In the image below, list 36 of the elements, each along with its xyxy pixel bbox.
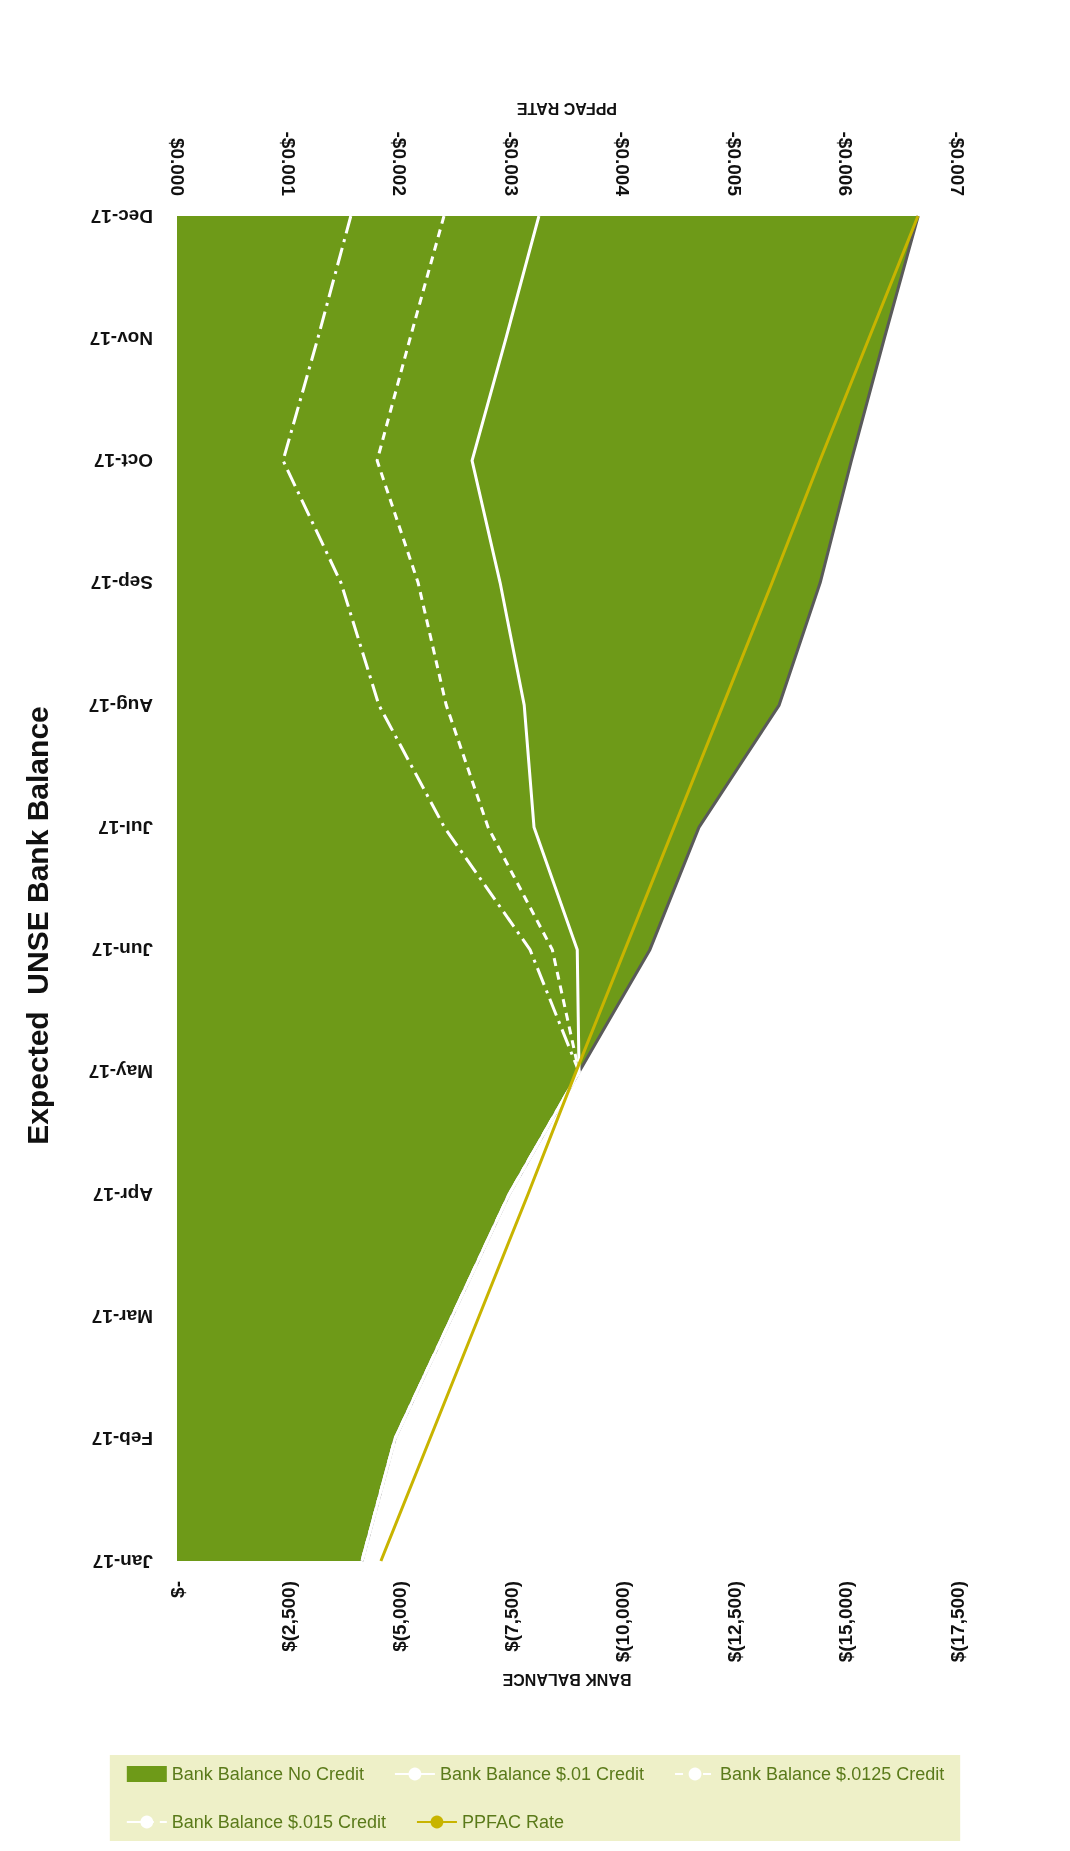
y-tick-label: Apr-17: [92, 1183, 153, 1205]
y-tick-label: May-17: [88, 1061, 153, 1083]
x-tick-label: $(17,500): [946, 1581, 968, 1663]
x2-axis-title: PPFAC RATE: [516, 99, 618, 117]
x2-tick-label: -$0.006: [835, 131, 857, 196]
y-tick-label: Mar-17: [91, 1305, 153, 1327]
x-tick-label: $(12,500): [723, 1581, 745, 1663]
x2-tick-label: -$0.005: [723, 131, 745, 197]
legend-label: Bank Balance $.0125 Credit: [720, 1764, 945, 1784]
y-tick-label: Aug-17: [88, 694, 153, 716]
legend-label: Bank Balance No Credit: [171, 1764, 364, 1784]
y-tick-label: Jan-17: [92, 1550, 153, 1572]
x2-tick-label: -$0.007: [946, 131, 968, 196]
x2-tick-label: -$0.004: [612, 131, 634, 197]
y-tick-label: Jul-17: [98, 816, 153, 838]
legend-label: PPFAC Rate: [461, 1812, 564, 1832]
x-tick-label: $-: [166, 1581, 188, 1598]
x2-tick-label: -$0.001: [277, 131, 299, 197]
legend-label: Bank Balance $.01 Credit: [439, 1764, 645, 1784]
x-tick-label: $(7,500): [500, 1581, 522, 1652]
x-tick-label: $(2,500): [277, 1581, 299, 1652]
y-tick-label: Sep-17: [90, 572, 153, 594]
y-tick-label: Jun-17: [91, 939, 153, 961]
x2-tick-label: $0.000: [166, 137, 188, 196]
y-tick-label: Dec-17: [90, 205, 153, 227]
y-tick-label: Nov-17: [89, 327, 153, 349]
x2-tick-label: -$0.003: [500, 131, 522, 196]
legend-label: Bank Balance $.015 Credit: [171, 1812, 386, 1832]
x-tick-label: $(10,000): [612, 1581, 634, 1663]
x-axis-title: BANK BALANCE: [502, 1670, 632, 1688]
x2-tick-label: -$0.002: [389, 131, 411, 196]
y-tick-label: Oct-17: [93, 450, 153, 472]
y-tick-label: Feb-17: [91, 1428, 153, 1450]
x-tick-label: $(5,000): [389, 1581, 411, 1652]
text: Expected UNSE Bank Balance: [20, 706, 54, 1145]
x-tick-label: $(15,000): [835, 1581, 857, 1663]
